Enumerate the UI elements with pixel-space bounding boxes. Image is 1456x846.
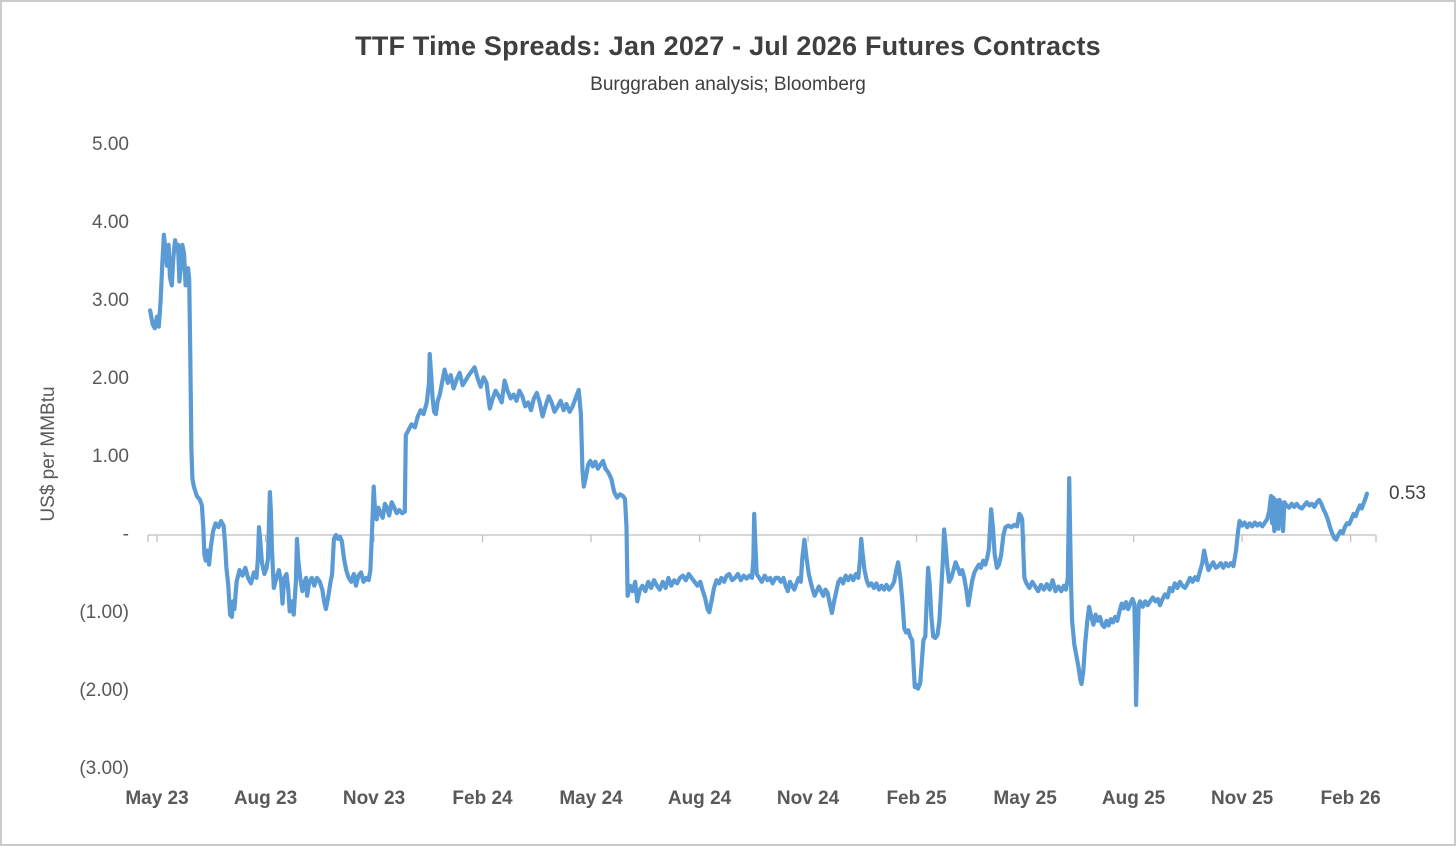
y-tick-label: (3.00) — [79, 758, 129, 779]
y-tick-label: - — [122, 524, 129, 545]
spread-line — [148, 232, 1370, 708]
y-tick-label: 3.00 — [92, 290, 129, 311]
y-tick-label: (2.00) — [79, 680, 129, 701]
x-tick-label: Aug 24 — [667, 788, 732, 809]
y-tick-label: (1.00) — [79, 602, 129, 623]
x-tick-label: Feb 26 — [1320, 788, 1381, 809]
x-tick-label: Nov 24 — [776, 788, 840, 809]
x-tick-label: Aug 23 — [233, 788, 298, 809]
y-tick-label: 5.00 — [92, 134, 129, 155]
last-point-data-label: 0.53 — [1389, 483, 1426, 504]
chart-title: TTF Time Spreads: Jan 2027 - Jul 2026 Fu… — [355, 31, 1101, 61]
x-tick-label: Aug 25 — [1101, 788, 1166, 809]
x-tick-label: Feb 25 — [886, 788, 947, 809]
x-tick-label: May 24 — [559, 788, 623, 809]
y-tick-label: 4.00 — [92, 212, 129, 233]
x-tick-label: Nov 23 — [342, 788, 406, 809]
x-tick-label: Nov 25 — [1210, 788, 1274, 809]
x-tick-label: May 25 — [993, 788, 1057, 809]
chart-subtitle: Burggraben analysis; Bloomberg — [590, 74, 866, 95]
x-tick-label: Feb 24 — [452, 788, 513, 809]
y-tick-label: 2.00 — [92, 368, 129, 389]
y-tick-label: 1.00 — [92, 446, 129, 467]
x-tick-label: May 23 — [125, 788, 189, 809]
